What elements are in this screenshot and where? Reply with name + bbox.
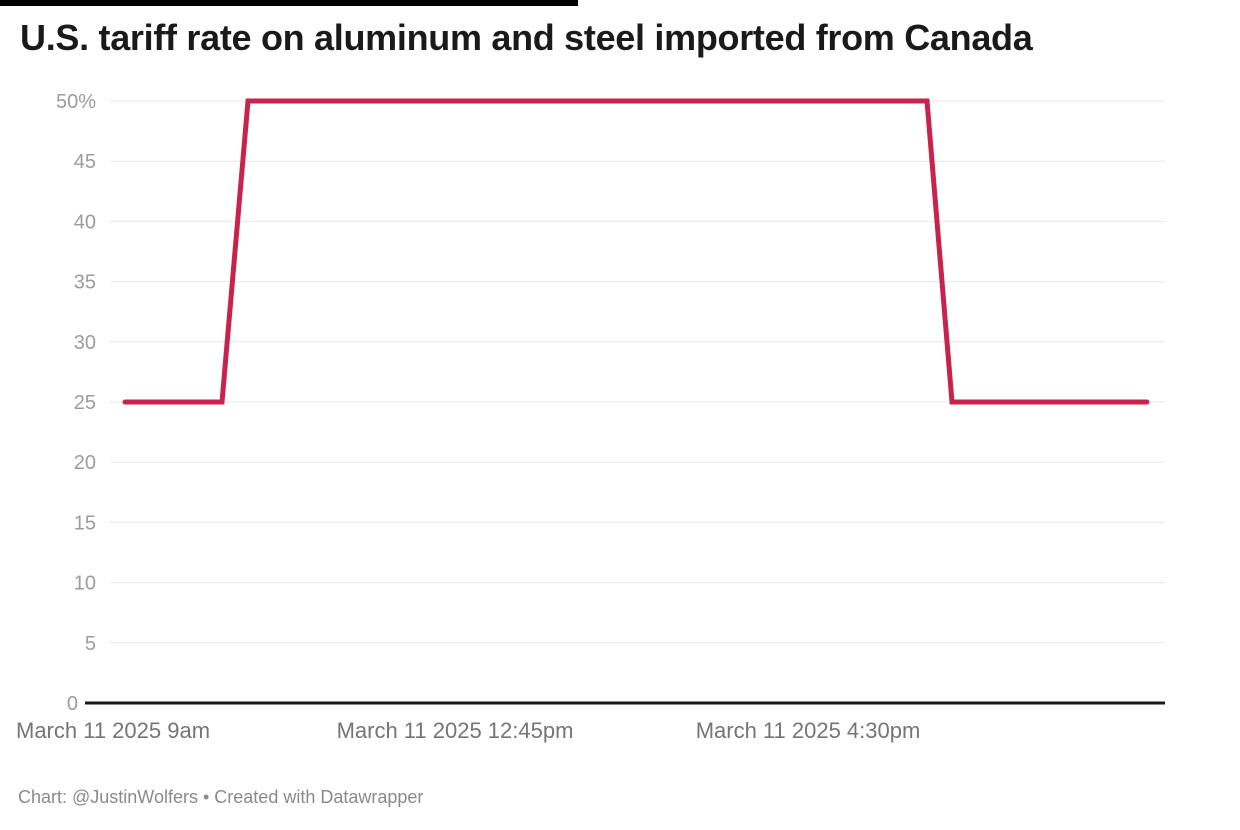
y-tick-label-5: 5	[85, 633, 96, 655]
y-tick-label-20: 20	[74, 452, 96, 474]
y-tick-label-30: 30	[74, 332, 96, 354]
y-tick-label-45: 45	[74, 151, 96, 173]
y-tick-label-25: 25	[74, 392, 96, 414]
tariff-rate-line-0	[122, 98, 1150, 405]
y-tick-label-50: 50%	[56, 91, 96, 113]
x-tick-label-2: March 11 2025 4:30pm	[696, 718, 921, 743]
x-tick-label-0: March 11 2025 9am	[16, 718, 210, 743]
y-tick-label-10: 10	[74, 573, 96, 595]
top-black-bar	[0, 0, 578, 6]
y-tick-label-40: 40	[74, 211, 96, 233]
x-tick-label-1: March 11 2025 12:45pm	[337, 718, 574, 743]
y-tick-label-35: 35	[74, 272, 96, 294]
y-tick-label-0: 0	[67, 693, 78, 715]
chart-credit: Chart: @JustinWolfers • Created with Dat…	[18, 787, 424, 807]
chart-title: U.S. tariff rate on aluminum and steel i…	[20, 17, 1033, 58]
y-tick-label-15: 15	[74, 512, 96, 534]
